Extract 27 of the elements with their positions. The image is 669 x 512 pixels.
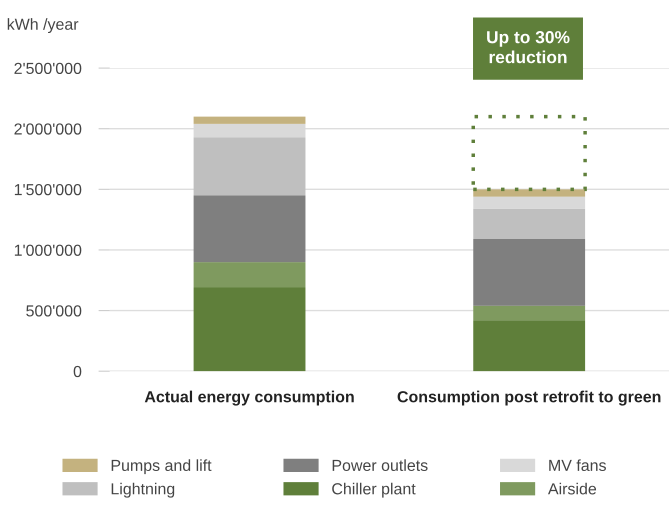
bar [473,320,586,372]
legend-label: Pumps and lift [112,459,212,474]
y-tick-label: 500'000 [26,305,82,317]
bar [473,196,586,209]
legend-label: MV fans [549,459,606,472]
bar [473,239,586,306]
y-axis-title: kWh /year [8,18,78,34]
x-tick-label: Consumption post retrofit to green [398,390,660,406]
legend-label: Lightning [112,482,174,498]
y-tick-label: 2'000'000 [14,123,82,135]
bar [194,288,306,372]
legend-label: Airside [548,482,596,494]
bar [194,195,306,262]
legend-label: Power outlets [332,459,428,472]
bar [194,116,306,124]
text: Up to 30% reduction [487,31,570,64]
y-tick-label: 1'500'000 [14,184,82,196]
x-tick-label: Actual energy consumption [144,390,354,406]
bar [473,306,586,320]
bar [194,137,306,196]
y-tick-label: 2'500'000 [14,62,82,74]
bar [473,189,586,197]
y-tick-label: 0 [74,366,82,378]
bar [194,262,306,288]
bar [473,208,586,240]
y-tick-label: 1'000'000 [14,244,82,256]
legend-label: Chiller plant [332,482,416,498]
